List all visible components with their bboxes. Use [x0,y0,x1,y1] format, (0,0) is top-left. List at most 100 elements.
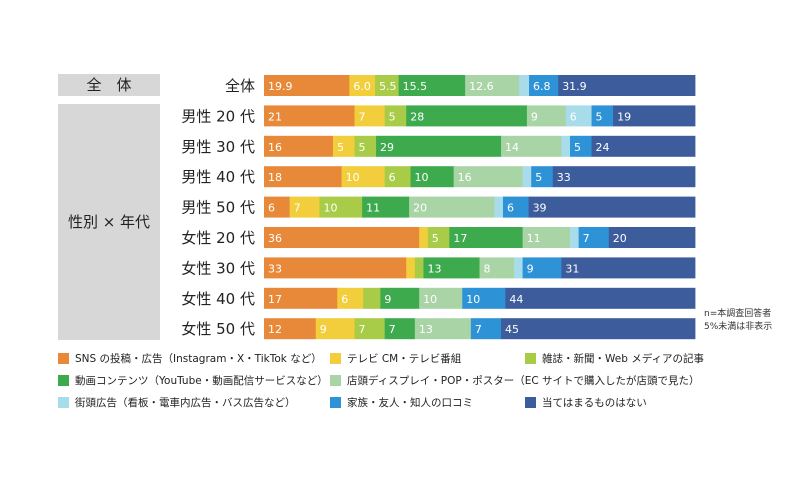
data-label: 13 [427,262,441,275]
legend-swatch-tv [330,353,341,364]
bar-segment-video [398,75,466,96]
data-label: 8 [484,262,491,275]
bar-segment-video [380,287,420,309]
data-label: 14 [505,141,519,154]
legend-swatch-store [330,375,341,386]
data-label: 36 [268,232,282,245]
data-label: 16 [458,171,472,184]
bar-segment-magazine [384,105,407,127]
bar-segment-magazine [414,257,424,279]
data-label: 9 [320,323,327,336]
data-label: 5 [359,141,366,154]
bar-segment-tv [337,287,364,309]
bar-segment-magazine [427,227,450,248]
data-label: 7 [294,202,301,215]
bar-segment-sns [264,166,342,188]
legend-label-street: 街頭広告（看板・電車内広告・バス広告など） [75,396,296,409]
row-label: 女性 50 代 [181,320,255,338]
bar-segment-store [465,75,520,96]
data-label: 7 [359,323,366,336]
data-label: 39 [533,202,547,215]
bar-segment-tv [341,166,386,188]
data-label: 7 [359,110,366,123]
bar-segment-family [522,257,562,279]
bar-segment-tv [419,227,429,248]
bar-segment-store [419,287,463,309]
bar-row: 女性 20 代 36 5 17 11 7 20 [181,227,696,248]
bar-segment-store [453,166,523,188]
bar-segment-street [513,257,523,279]
row-label: 男性 30 代 [181,138,255,156]
data-label: 10 [323,202,337,215]
data-label: 6 [341,293,348,306]
bar-segment-family [570,135,592,157]
data-label: 19.9 [268,80,293,93]
bar-segment-family [578,227,610,248]
data-label: 6 [507,202,514,215]
data-label: 11 [366,202,380,215]
threshold-note: 5%未満は非表示 [704,320,772,332]
legend-label-sns: SNS の投稿・広告（Instagram・X・TikTok など） [75,352,322,365]
bar-segment-family [591,105,614,127]
legend-swatch-none [525,397,536,408]
bar-segment-tv [349,75,376,96]
row-label: 男性 50 代 [181,199,255,217]
bar-segment-store [522,227,571,248]
bar-segment-video [449,227,523,248]
bar-segment-video [423,257,480,279]
legend-label-video: 動画コンテンツ（YouTube・動画配信サービスなど） [75,374,328,387]
legend-swatch-video [58,375,69,386]
bar-segment-sns [264,135,334,157]
bar-segment-family [462,287,506,309]
legend-label-magazine: 雑誌・新聞・Web メディアの記事 [542,352,704,365]
bar-segment-none [561,257,696,279]
bar-row: 全体 19.9 6.0 5.5 15.5 12.6 6.8 31.9 [225,75,696,96]
data-label: 10 [346,171,360,184]
legend-label-tv: テレビ CM・テレビ番組 [347,352,462,365]
bar-segment-none [501,318,696,340]
data-label: 29 [380,141,394,154]
bar-row: 男性 20 代 21 7 5 28 9 6 5 19 [181,105,696,127]
data-label: 7 [475,323,482,336]
bar-segment-none [613,105,696,127]
data-label: 18 [268,171,282,184]
bar-segment-sns [264,257,407,279]
sample-note: n=本調査回答者 [704,307,771,319]
bar-segment-magazine [363,287,381,309]
data-label: 5.5 [379,80,397,93]
data-label: 7 [583,232,590,245]
bar-segment-magazine [384,166,411,188]
bar-segment-street [561,135,571,157]
data-label: 11 [527,232,541,245]
data-label: 10 [415,171,429,184]
bar-segment-family [470,318,502,340]
bar-segment-video [410,166,455,188]
bar-segment-video [384,318,416,340]
bar-segment-sns [264,227,420,248]
bar-row: 男性 40 代 18 10 6 10 16 5 33 [181,166,696,188]
overall-group-box [58,74,160,96]
data-label: 6 [570,110,577,123]
row-label: 女性 40 代 [181,290,255,308]
row-label: 女性 30 代 [181,259,255,277]
data-label: 10 [466,293,480,306]
data-label: 9 [384,293,391,306]
row-label: 男性 20 代 [181,107,255,125]
data-label: 6 [389,171,396,184]
bar-row: 女性 50 代 12 9 7 7 13 7 45 [181,318,696,340]
data-label: 19 [617,110,631,123]
bar-row: 男性 30 代 16 5 5 29 14 5 24 [181,135,696,157]
data-label: 17 [453,232,467,245]
bar-row: 女性 40 代 17 6 9 10 10 44 [181,287,696,309]
data-label: 44 [509,293,523,306]
bar-segment-store [501,135,562,157]
bar-segment-none [552,166,696,188]
legend-label-family: 家族・友人・知人の口コミ [347,396,473,409]
data-label: 24 [596,141,610,154]
bar-segment-street [519,75,530,96]
bar-segment-tv [289,196,320,218]
data-label: 31 [565,262,579,275]
data-label: 9 [531,110,538,123]
